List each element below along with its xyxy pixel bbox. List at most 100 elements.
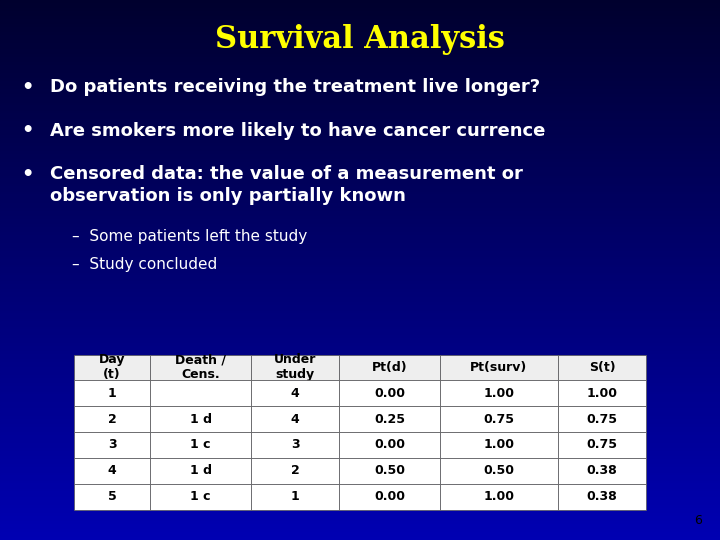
Bar: [0, 27, 720, 30]
Bar: [0, 310, 720, 313]
Bar: [0, 470, 720, 472]
Text: Survival Analysis: Survival Analysis: [215, 24, 505, 55]
Bar: [0, 486, 720, 489]
Bar: [0, 22, 720, 24]
Bar: [0, 216, 720, 219]
Bar: [0, 324, 720, 327]
Bar: [0, 154, 720, 157]
Bar: [0, 259, 720, 262]
Bar: [0, 267, 720, 270]
Bar: [0, 437, 720, 440]
Bar: [0, 386, 720, 389]
Bar: [0, 40, 720, 43]
Bar: [0, 221, 720, 224]
Bar: [0, 297, 720, 300]
Bar: [0, 211, 720, 213]
Bar: [0, 451, 720, 454]
Bar: [0, 16, 720, 19]
Bar: [0, 57, 720, 59]
Bar: [0, 11, 720, 14]
Bar: [0, 262, 720, 265]
Bar: [0, 459, 720, 462]
Bar: [0, 478, 720, 481]
Bar: [0, 289, 720, 292]
Bar: [0, 54, 720, 57]
Bar: [0, 178, 720, 181]
Bar: [0, 526, 720, 529]
Bar: [0, 181, 720, 184]
Bar: [0, 248, 720, 251]
Bar: [0, 235, 720, 238]
Bar: [0, 173, 720, 176]
Bar: [0, 192, 720, 194]
Bar: [0, 446, 720, 448]
Bar: [0, 148, 720, 151]
Bar: [0, 300, 720, 302]
Bar: [0, 383, 720, 386]
Bar: [0, 427, 720, 429]
Bar: [0, 8, 720, 11]
Bar: [0, 302, 720, 305]
Bar: [0, 146, 720, 148]
Bar: [0, 62, 720, 65]
Bar: [0, 189, 720, 192]
Bar: [0, 143, 720, 146]
Bar: [0, 348, 720, 351]
Bar: [0, 246, 720, 248]
Bar: [0, 532, 720, 535]
Bar: [0, 354, 720, 356]
Bar: [0, 448, 720, 451]
Bar: [0, 243, 720, 246]
Bar: [0, 111, 720, 113]
Bar: [0, 140, 720, 143]
Text: Censored data: the value of a measurement or
observation is only partially known: Censored data: the value of a measuremen…: [50, 165, 523, 205]
Bar: [0, 122, 720, 124]
Bar: [0, 256, 720, 259]
Bar: [0, 535, 720, 537]
Bar: [0, 73, 720, 76]
Bar: [0, 186, 720, 189]
Bar: [0, 381, 720, 383]
Bar: [0, 516, 720, 518]
Bar: [0, 162, 720, 165]
Text: 6: 6: [694, 514, 702, 526]
Bar: [0, 397, 720, 400]
Bar: [0, 351, 720, 354]
Bar: [0, 370, 720, 373]
Bar: [0, 138, 720, 140]
Bar: [0, 424, 720, 427]
Bar: [0, 113, 720, 116]
Bar: [0, 321, 720, 324]
Bar: [0, 97, 720, 100]
Bar: [0, 103, 720, 105]
Bar: [0, 292, 720, 294]
Bar: [0, 502, 720, 505]
Bar: [0, 402, 720, 405]
Bar: [0, 116, 720, 119]
Bar: [0, 205, 720, 208]
Text: •: •: [22, 78, 34, 97]
Bar: [0, 254, 720, 256]
Bar: [0, 364, 720, 367]
Bar: [0, 94, 720, 97]
Bar: [0, 405, 720, 408]
Bar: [0, 537, 720, 540]
Bar: [0, 165, 720, 167]
Bar: [0, 443, 720, 445]
Bar: [0, 529, 720, 532]
Bar: [0, 429, 720, 432]
Bar: [0, 432, 720, 435]
Bar: [0, 467, 720, 470]
Bar: [0, 375, 720, 378]
Bar: [0, 497, 720, 500]
Bar: [0, 184, 720, 186]
Bar: [0, 49, 720, 51]
Bar: [0, 278, 720, 281]
Bar: [0, 340, 720, 343]
Bar: [0, 227, 720, 229]
Bar: [0, 194, 720, 197]
Bar: [0, 359, 720, 362]
Bar: [0, 481, 720, 483]
Bar: [0, 510, 720, 513]
Bar: [0, 105, 720, 108]
